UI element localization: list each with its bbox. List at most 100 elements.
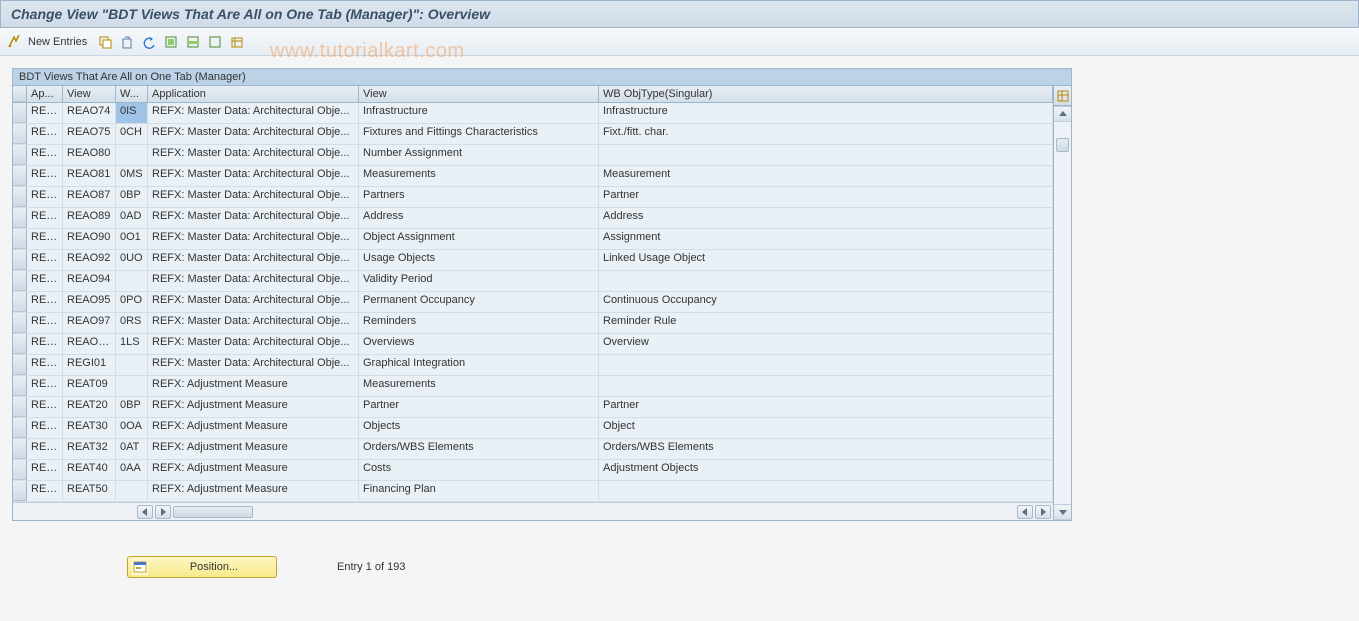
cell-w[interactable]: 0BP: [116, 187, 148, 207]
scroll-up-icon[interactable]: [1054, 106, 1071, 122]
cell-wb-objtype[interactable]: Fixt./fitt. char.: [599, 124, 1053, 144]
cell-view[interactable]: REAT09: [63, 376, 116, 396]
cell-wb-objtype[interactable]: Orders/WBS Elements: [599, 439, 1053, 459]
cell-ap[interactable]: REAO: [27, 355, 63, 375]
scroll-left-icon[interactable]: [137, 505, 153, 519]
cell-ap[interactable]: REAO: [27, 250, 63, 270]
cell-view-desc[interactable]: Fixtures and Fittings Characteristics: [359, 124, 599, 144]
cell-application[interactable]: REFX: Master Data: Architectural Obje...: [148, 313, 359, 333]
cell-view-desc[interactable]: Orders/WBS Elements: [359, 439, 599, 459]
cell-view-desc[interactable]: Overviews: [359, 334, 599, 354]
cell-view-desc[interactable]: Financing Plan: [359, 481, 599, 501]
cell-ap[interactable]: REAT: [27, 439, 63, 459]
cell-application[interactable]: REFX: Adjustment Measure: [148, 460, 359, 480]
row-selector[interactable]: [13, 166, 27, 186]
cell-view-desc[interactable]: Usage Objects: [359, 250, 599, 270]
row-selector[interactable]: [13, 376, 27, 396]
row-selector[interactable]: [13, 334, 27, 354]
cell-application[interactable]: REFX: Master Data: Architectural Obje...: [148, 334, 359, 354]
cell-view[interactable]: REAO80: [63, 145, 116, 165]
row-selector[interactable]: [13, 481, 27, 501]
cell-ap[interactable]: REAO: [27, 271, 63, 291]
table-row[interactable]: REATREAT320ATREFX: Adjustment MeasureOrd…: [13, 439, 1053, 460]
scroll-right-end-icon[interactable]: [1035, 505, 1051, 519]
undo-icon[interactable]: [141, 34, 157, 50]
cell-w[interactable]: [116, 481, 148, 501]
table-row[interactable]: REATREAT400AAREFX: Adjustment MeasureCos…: [13, 460, 1053, 481]
cell-view[interactable]: REAO92: [63, 250, 116, 270]
cell-view-desc[interactable]: Partner: [359, 397, 599, 417]
cell-ap[interactable]: REAO: [27, 334, 63, 354]
table-row[interactable]: REAOREAO94REFX: Master Data: Architectur…: [13, 271, 1053, 292]
row-selector[interactable]: [13, 229, 27, 249]
row-selector[interactable]: [13, 418, 27, 438]
cell-ap[interactable]: REAO: [27, 208, 63, 228]
table-row[interactable]: REAOREAO970RSREFX: Master Data: Architec…: [13, 313, 1053, 334]
cell-view-desc[interactable]: Graphical Integration: [359, 355, 599, 375]
col-header-w[interactable]: W...: [116, 86, 148, 102]
row-selector[interactable]: [13, 208, 27, 228]
cell-application[interactable]: REFX: Master Data: Architectural Obje...: [148, 166, 359, 186]
cell-view[interactable]: REGI01: [63, 355, 116, 375]
row-selector[interactable]: [13, 313, 27, 333]
col-header-wb-objtype[interactable]: WB ObjType(Singular): [599, 86, 1053, 102]
row-selector-header[interactable]: [13, 86, 27, 102]
cell-view-desc[interactable]: Measurements: [359, 376, 599, 396]
cell-w[interactable]: 0AT: [116, 439, 148, 459]
cell-ap[interactable]: REAO: [27, 145, 63, 165]
scroll-right-icon[interactable]: [155, 505, 171, 519]
table-row[interactable]: REAOREAO900O1REFX: Master Data: Architec…: [13, 229, 1053, 250]
cell-ap[interactable]: REAT: [27, 460, 63, 480]
cell-ap[interactable]: REAO: [27, 292, 63, 312]
cell-wb-objtype[interactable]: Infrastructure: [599, 103, 1053, 123]
cell-w[interactable]: 0PO: [116, 292, 148, 312]
table-row[interactable]: REAOREAO810MSREFX: Master Data: Architec…: [13, 166, 1053, 187]
cell-ap[interactable]: REAO: [27, 124, 63, 144]
cell-w[interactable]: 0RS: [116, 313, 148, 333]
table-row[interactable]: REAOREAO920UOREFX: Master Data: Architec…: [13, 250, 1053, 271]
cell-application[interactable]: REFX: Master Data: Architectural Obje...: [148, 229, 359, 249]
select-all-icon[interactable]: [163, 34, 179, 50]
table-row[interactable]: REAOREAO750CHREFX: Master Data: Architec…: [13, 124, 1053, 145]
cell-view[interactable]: REAO75: [63, 124, 116, 144]
cell-application[interactable]: REFX: Master Data: Architectural Obje...: [148, 145, 359, 165]
cell-wb-objtype[interactable]: [599, 145, 1053, 165]
cell-view[interactable]: REAO9V: [63, 334, 116, 354]
table-row[interactable]: REATREAT300OAREFX: Adjustment MeasureObj…: [13, 418, 1053, 439]
cell-view-desc[interactable]: Number Assignment: [359, 145, 599, 165]
cell-view-desc[interactable]: Measurements: [359, 166, 599, 186]
cell-view[interactable]: REAT50: [63, 481, 116, 501]
cell-view[interactable]: REAO95: [63, 292, 116, 312]
row-selector[interactable]: [13, 271, 27, 291]
table-row[interactable]: REAOREAO740ISREFX: Master Data: Architec…: [13, 103, 1053, 124]
cell-wb-objtype[interactable]: Continuous Occupancy: [599, 292, 1053, 312]
cell-view-desc[interactable]: Partners: [359, 187, 599, 207]
cell-wb-objtype[interactable]: Address: [599, 208, 1053, 228]
cell-view[interactable]: REAT40: [63, 460, 116, 480]
hscroll-track[interactable]: [173, 506, 1015, 518]
cell-view[interactable]: REAO87: [63, 187, 116, 207]
cell-wb-objtype[interactable]: Assignment: [599, 229, 1053, 249]
col-header-view[interactable]: View: [63, 86, 116, 102]
cell-wb-objtype[interactable]: Linked Usage Object: [599, 250, 1053, 270]
cell-w[interactable]: 0AA: [116, 460, 148, 480]
cell-ap[interactable]: REAT: [27, 418, 63, 438]
cell-ap[interactable]: REAT: [27, 376, 63, 396]
position-button[interactable]: Position...: [127, 556, 277, 578]
vscroll-thumb[interactable]: [1056, 138, 1069, 152]
row-selector[interactable]: [13, 355, 27, 375]
col-header-application[interactable]: Application: [148, 86, 359, 102]
scroll-left-end-icon[interactable]: [1017, 505, 1033, 519]
table-row[interactable]: REAOREAO950POREFX: Master Data: Architec…: [13, 292, 1053, 313]
cell-ap[interactable]: REAO: [27, 103, 63, 123]
configure-columns-icon[interactable]: [1054, 86, 1071, 106]
table-row[interactable]: REAOREAO9V1LSREFX: Master Data: Architec…: [13, 334, 1053, 355]
cell-w[interactable]: [116, 271, 148, 291]
table-row[interactable]: REATREAT200BPREFX: Adjustment MeasurePar…: [13, 397, 1053, 418]
cell-wb-objtype[interactable]: Partner: [599, 187, 1053, 207]
cell-w[interactable]: 0MS: [116, 166, 148, 186]
cell-application[interactable]: REFX: Master Data: Architectural Obje...: [148, 250, 359, 270]
scroll-down-icon[interactable]: [1054, 504, 1071, 520]
cell-view[interactable]: REAT32: [63, 439, 116, 459]
cell-ap[interactable]: REAT: [27, 397, 63, 417]
